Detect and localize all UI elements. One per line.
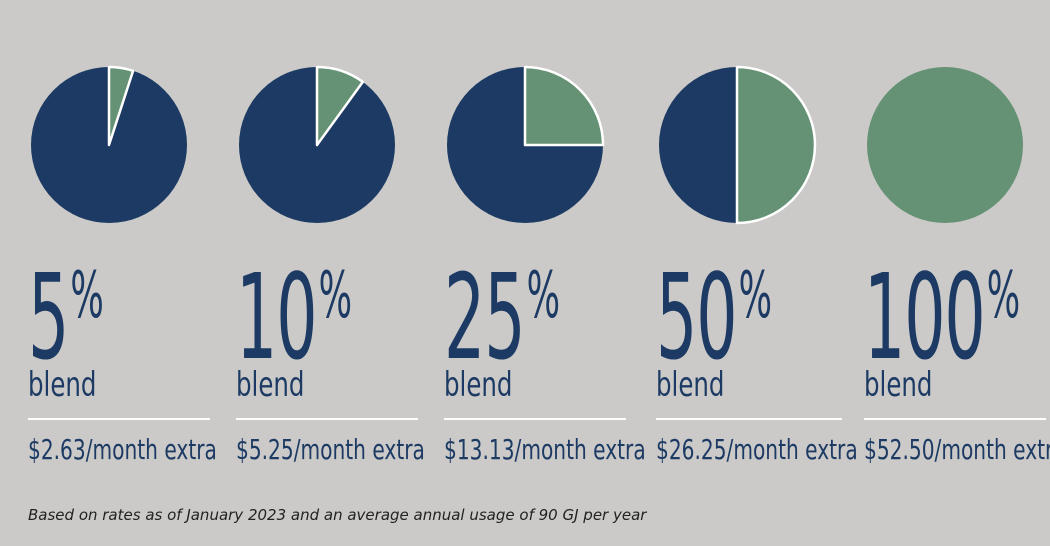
divider — [28, 418, 210, 420]
divider — [656, 418, 842, 420]
pie-chart-100 — [867, 67, 1023, 223]
percent-value: 25 — [444, 248, 525, 386]
blend-label: blend — [656, 365, 725, 405]
pie-slice-green — [315, 65, 365, 147]
pie-slice-green — [523, 65, 605, 147]
divider — [864, 418, 1046, 420]
blend-label: blend — [864, 365, 933, 405]
percent-sign: % — [526, 259, 560, 333]
percent-label: 100% — [864, 258, 1020, 376]
blend-label: blend — [444, 365, 513, 405]
blend-column-10: 10% blend $5.25/month extra — [236, 0, 426, 490]
percent-sign: % — [70, 259, 103, 333]
percent-sign: % — [986, 259, 1020, 333]
pie-slice-green — [107, 65, 135, 147]
percent-label: 50% — [656, 258, 772, 376]
percent-value: 100 — [864, 248, 986, 386]
pie-chart-5 — [31, 65, 187, 223]
percent-value: 5 — [28, 248, 69, 386]
blend-label: blend — [236, 365, 305, 405]
blend-column-50: 50% blend $26.25/month extra — [656, 0, 858, 490]
blend-column-100: 100% blend $52.50/month extra — [864, 0, 1050, 490]
blend-column-25: 25% blend $13.13/month extra — [444, 0, 646, 490]
blend-column-5: 5% blend $2.63/month extra — [28, 0, 218, 490]
pie-chart-50 — [659, 65, 817, 225]
percent-sign: % — [318, 259, 352, 333]
price-label: $13.13/month extra — [444, 433, 646, 466]
pie-slice-green — [735, 65, 817, 225]
pie-chart-25 — [447, 65, 605, 223]
percent-label: 10% — [236, 258, 352, 376]
percent-label: 25% — [444, 258, 560, 376]
percent-sign: % — [738, 259, 772, 333]
percent-value: 50 — [656, 248, 737, 386]
blend-label: blend — [28, 365, 97, 405]
footnote: Based on rates as of January 2023 and an… — [28, 506, 647, 524]
pie-chart-10 — [239, 65, 395, 223]
divider — [444, 418, 626, 420]
price-label: $2.63/month extra — [28, 433, 217, 466]
price-label: $52.50/month extra — [864, 433, 1050, 466]
price-label: $5.25/month extra — [236, 433, 425, 466]
percent-value: 10 — [236, 248, 317, 386]
price-label: $26.25/month extra — [656, 433, 858, 466]
divider — [236, 418, 418, 420]
percent-label: 5% — [28, 258, 104, 376]
pie-slice-green — [867, 67, 1023, 223]
